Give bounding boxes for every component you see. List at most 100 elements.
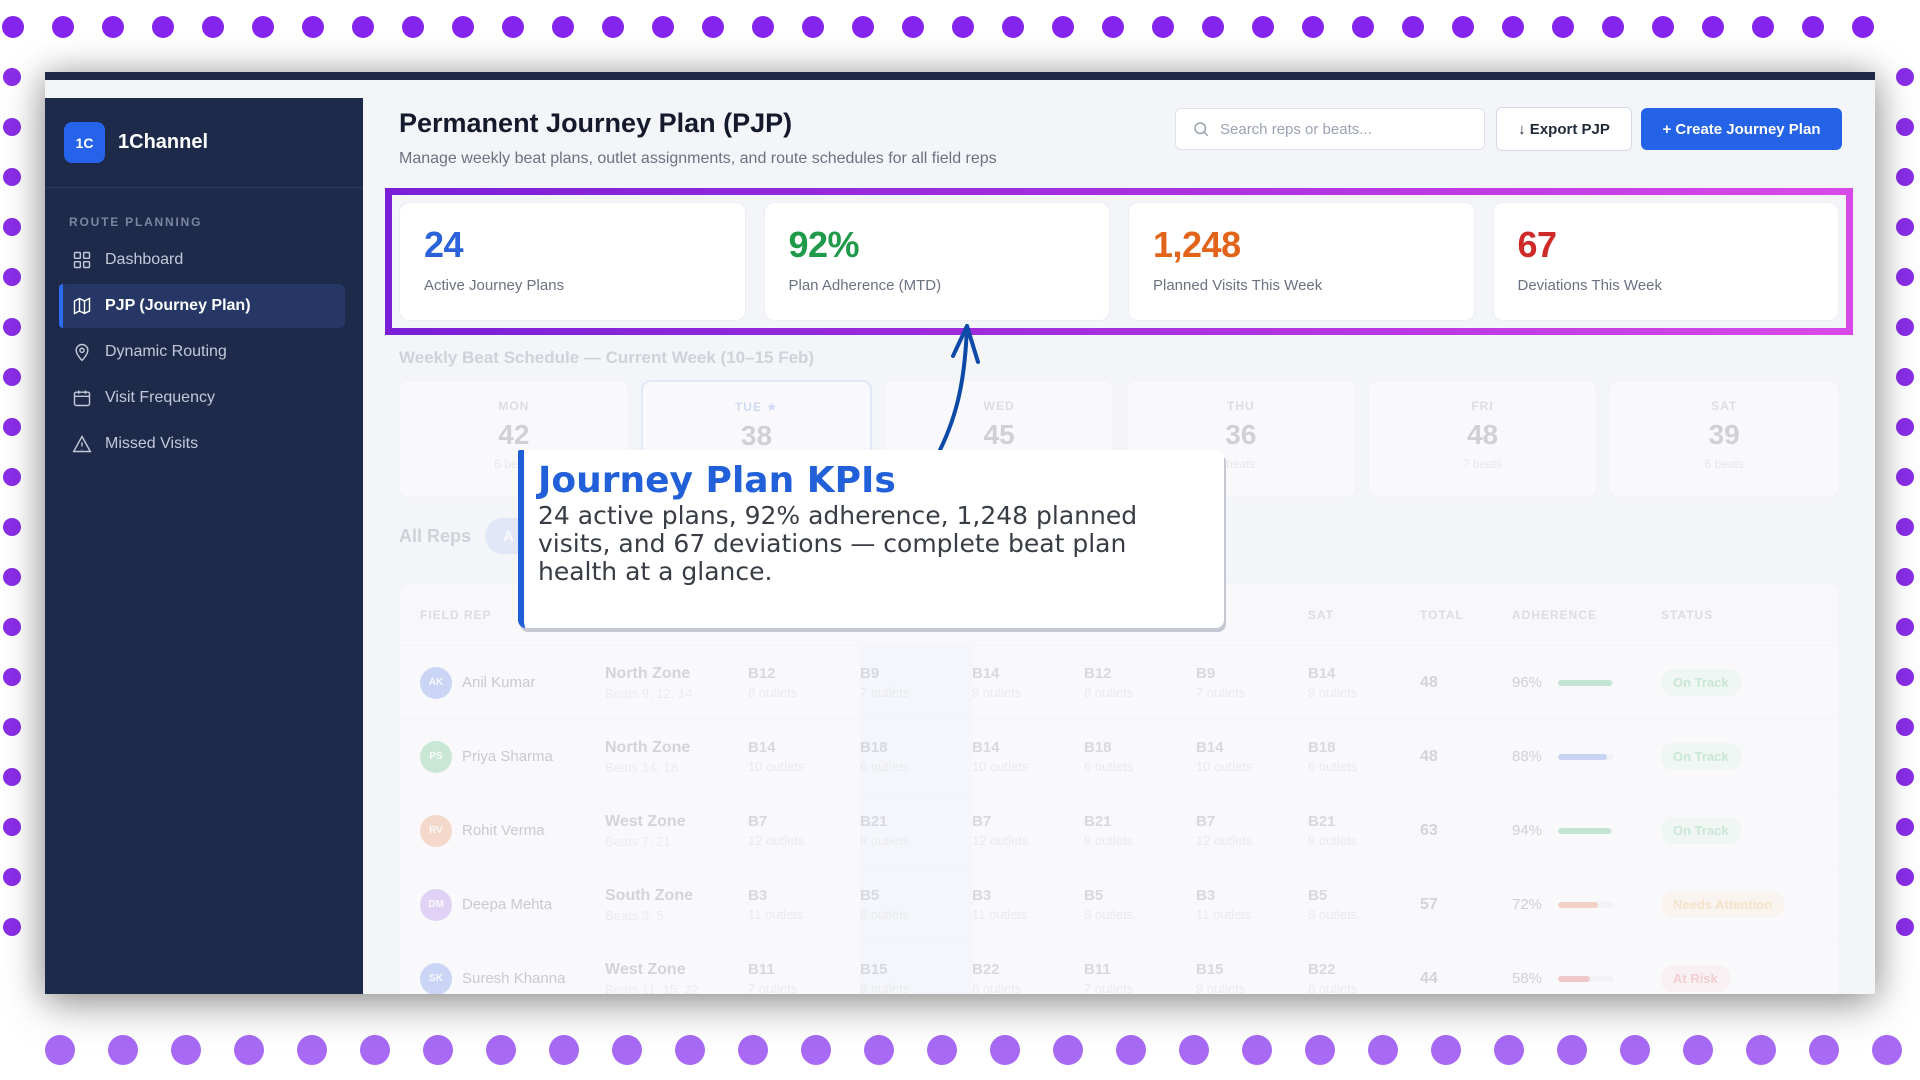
adherence-cell: 72% [1512,896,1661,913]
zone-beats: Beats 9, 12, 14 [605,685,693,701]
day-cell: B14 9 outlets [972,665,1084,700]
outlet-count: 7 outlets [860,685,910,700]
sidebar-item-visit-frequency[interactable]: Visit Frequency [59,376,345,420]
rep-cell: PS Priya Sharma [400,740,605,773]
adherence-bar [1558,975,1614,982]
table-row[interactable]: AK Anil Kumar North Zone Beats 9, 12, 14… [400,646,1838,720]
rep-cell: RV Rohit Verma [400,814,605,847]
beat-id: B7 [1196,813,1216,830]
beat-id: B7 [972,813,992,830]
day-cell: B12 8 outlets [1084,665,1196,700]
sidebar-item-label: Missed Visits [105,435,199,452]
outlet-count: 8 outlets [748,685,798,700]
total-visits: 63 [1420,821,1438,839]
outlet-count: 11 outlets [1196,907,1252,922]
sidebar-item-pjp[interactable]: PJP (Journey Plan) [59,284,345,328]
day-cell: B21 9 outlets [1084,813,1196,848]
outlet-count: 6 outlets [860,759,910,774]
beat-id: B21 [860,813,888,830]
zone-cell: South Zone Beats 3, 5 [605,887,748,923]
total-visits: 48 [1420,747,1438,765]
beat-id: B9 [860,665,880,682]
sidebar-item-label: Dashboard [105,251,184,268]
search-box[interactable] [1175,108,1485,150]
beat-id: B14 [748,739,776,756]
table-row[interactable]: DM Deepa Mehta South Zone Beats 3, 5 B3 … [400,868,1838,942]
day-cell: B14 10 outlets [1196,739,1308,774]
day-name: SAT [1711,399,1738,413]
day-name: MON [498,399,530,413]
adherence-pct: 96% [1512,674,1543,691]
day-cell: B21 9 outlets [860,794,972,867]
search-input[interactable] [1220,120,1460,138]
adherence-bar [1558,753,1614,760]
day-beats: 7 beats [1462,457,1503,471]
th-adherence: ADHERENCE [1512,607,1598,622]
table-row[interactable]: RV Rohit Verma West Zone Beats 7, 21 B7 … [400,794,1838,868]
beat-id: B14 [972,739,1000,756]
status-badge: At Risk [1661,965,1730,992]
zone-name: North Zone [605,738,691,756]
rep-name[interactable]: Priya Sharma [462,748,553,765]
rep-name[interactable]: Rohit Verma [462,822,545,839]
day-cell: B12 8 outlets [748,665,860,700]
sidebar-item-label: Visit Frequency [105,389,215,406]
th-field-rep: FIELD REP [420,607,492,622]
zone-name: West Zone [605,812,686,830]
day-cell: B5 8 outlets [1084,887,1196,922]
beat-id: B18 [1084,739,1112,756]
day-card-sat[interactable]: SAT 39 6 beats [1609,380,1840,498]
status-cell: Needs Attention [1661,891,1838,918]
sidebar-item-missed-visits[interactable]: Missed Visits [59,422,345,466]
table-row[interactable]: PS Priya Sharma North Zone Beats 14, 18 … [400,720,1838,794]
day-beats: beats [1226,457,1256,471]
sidebar-item-label: PJP (Journey Plan) [105,297,251,314]
brand[interactable]: 1C 1Channel [45,98,363,188]
status-cell: On Track [1661,743,1838,770]
day-visit-count: 48 [1466,419,1499,450]
total-visits: 48 [1420,673,1438,691]
beat-id: B9 [1196,665,1216,682]
day-cell: B7 12 outlets [972,813,1084,848]
total-visits: 57 [1420,895,1438,913]
zone-beats: Beats 7, 21 [605,833,671,849]
outlet-count: 6 outlets [1084,759,1134,774]
table-row[interactable]: SK Suresh Khanna West Zone Beats 11, 15,… [400,942,1838,994]
annotation-title: Journey Plan KPIs [538,460,896,501]
sidebar-nav: Dashboard PJP (Journey Plan) Dynamic Rou… [45,238,363,466]
sidebar-item-dynamic-routing[interactable]: Dynamic Routing [59,330,345,374]
adherence-bar [1558,827,1614,834]
sidebar: 1C 1Channel ROUTE PLANNING Dashboard PJP… [45,98,363,994]
export-pjp-button[interactable]: ↓ Export PJP [1496,107,1632,151]
outlet-count: 8 outlets [1084,907,1134,922]
adherence-pct: 58% [1512,970,1543,987]
rep-cell: AK Anil Kumar [400,666,605,699]
day-cell: B18 6 outlets [1308,739,1420,774]
day-visit-count: 38 [740,420,773,451]
day-cell: B3 11 outlets [1196,887,1308,922]
day-visit-count: 45 [983,419,1015,450]
sidebar-item-label: Dynamic Routing [105,343,227,360]
rep-name[interactable]: Suresh Khanna [462,970,566,987]
outlet-count: 6 outlets [972,981,1022,994]
day-cell: B14 10 outlets [748,739,860,774]
day-cell: B14 10 outlets [972,739,1084,774]
status-badge: On Track [1661,669,1741,696]
rep-name[interactable]: Anil Kumar [462,674,536,691]
day-card-fri[interactable]: FRI 48 7 beats [1367,380,1598,498]
zone-cell: West Zone Beats 11, 15, 22 [605,961,748,995]
sidebar-item-dashboard[interactable]: Dashboard [59,238,345,282]
outlet-count: 9 outlets [1308,833,1358,848]
brand-logo: 1C [64,122,105,163]
rep-cell: DM Deepa Mehta [400,888,605,921]
adherence-cell: 88% [1512,748,1661,765]
day-cell: B9 7 outlets [860,646,972,719]
rep-cell: SK Suresh Khanna [400,962,605,994]
create-journey-plan-button[interactable]: + Create Journey Plan [1641,108,1842,150]
day-cell: B22 6 outlets [1308,961,1420,994]
day-name: TUE ★ [734,400,779,414]
rep-name[interactable]: Deepa Mehta [462,896,553,913]
day-beats: 6 beats [1704,457,1744,471]
adherence-cell: 58% [1512,970,1661,987]
status-cell: At Risk [1661,965,1838,992]
